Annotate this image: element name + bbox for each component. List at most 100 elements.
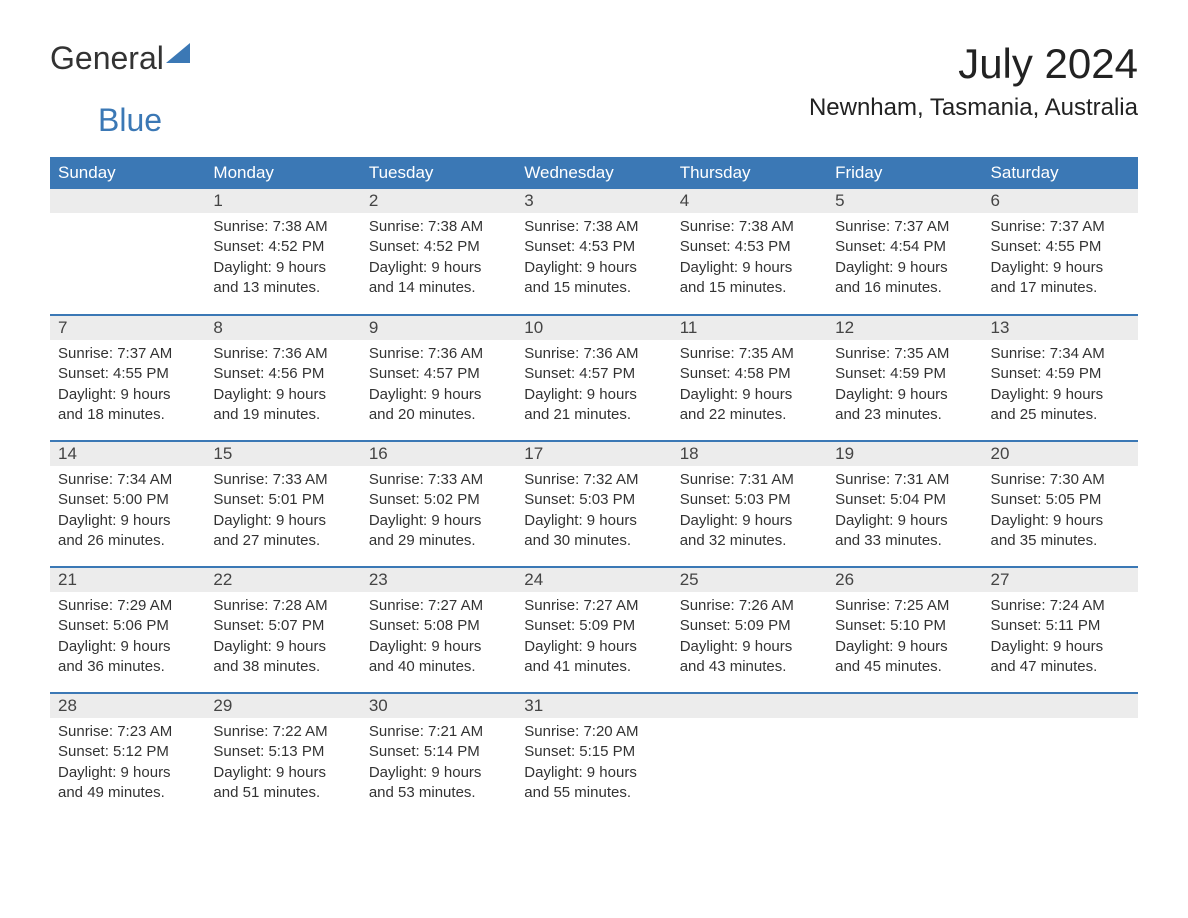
weekday-header: Wednesday bbox=[516, 157, 671, 189]
calendar-day-cell bbox=[672, 693, 827, 819]
calendar-day-cell: 5Sunrise: 7:37 AMSunset: 4:54 PMDaylight… bbox=[827, 189, 982, 315]
sunset-line: Sunset: 5:04 PM bbox=[835, 490, 974, 510]
sunset-line: Sunset: 4:55 PM bbox=[58, 364, 197, 384]
calendar-day-cell: 4Sunrise: 7:38 AMSunset: 4:53 PMDaylight… bbox=[672, 189, 827, 315]
day-number: 3 bbox=[516, 189, 671, 213]
sunrise-line: Sunrise: 7:34 AM bbox=[991, 344, 1130, 364]
day-details: Sunrise: 7:31 AMSunset: 5:04 PMDaylight:… bbox=[827, 466, 982, 559]
sunset-line: Sunset: 4:58 PM bbox=[680, 364, 819, 384]
day-details: Sunrise: 7:32 AMSunset: 5:03 PMDaylight:… bbox=[516, 466, 671, 559]
day-details: Sunrise: 7:34 AMSunset: 5:00 PMDaylight:… bbox=[50, 466, 205, 559]
logo-text-blue: Blue bbox=[98, 102, 162, 138]
sunset-line: Sunset: 4:59 PM bbox=[835, 364, 974, 384]
day-details: Sunrise: 7:36 AMSunset: 4:57 PMDaylight:… bbox=[361, 340, 516, 433]
sunrise-line: Sunrise: 7:36 AM bbox=[369, 344, 508, 364]
sunset-line: Sunset: 5:13 PM bbox=[213, 742, 352, 762]
day-number: 11 bbox=[672, 316, 827, 340]
day-number: 17 bbox=[516, 442, 671, 466]
calendar-day-cell: 26Sunrise: 7:25 AMSunset: 5:10 PMDayligh… bbox=[827, 567, 982, 693]
sunset-line: Sunset: 5:09 PM bbox=[680, 616, 819, 636]
sunset-line: Sunset: 4:54 PM bbox=[835, 237, 974, 257]
sunrise-line: Sunrise: 7:24 AM bbox=[991, 596, 1130, 616]
sunset-line: Sunset: 5:03 PM bbox=[524, 490, 663, 510]
daylight-line: Daylight: 9 hours and 51 minutes. bbox=[213, 763, 352, 804]
day-number: 10 bbox=[516, 316, 671, 340]
daylight-line: Daylight: 9 hours and 53 minutes. bbox=[369, 763, 508, 804]
calendar-week-row: 1Sunrise: 7:38 AMSunset: 4:52 PMDaylight… bbox=[50, 189, 1138, 315]
day-number: 8 bbox=[205, 316, 360, 340]
day-number-empty bbox=[827, 694, 982, 718]
calendar-day-cell: 28Sunrise: 7:23 AMSunset: 5:12 PMDayligh… bbox=[50, 693, 205, 819]
daylight-line: Daylight: 9 hours and 22 minutes. bbox=[680, 385, 819, 426]
weekday-header: Tuesday bbox=[361, 157, 516, 189]
sunset-line: Sunset: 5:14 PM bbox=[369, 742, 508, 762]
calendar-day-cell bbox=[50, 189, 205, 315]
calendar-day-cell bbox=[827, 693, 982, 819]
calendar-day-cell: 16Sunrise: 7:33 AMSunset: 5:02 PMDayligh… bbox=[361, 441, 516, 567]
sunrise-line: Sunrise: 7:25 AM bbox=[835, 596, 974, 616]
calendar-day-cell: 2Sunrise: 7:38 AMSunset: 4:52 PMDaylight… bbox=[361, 189, 516, 315]
sunrise-line: Sunrise: 7:26 AM bbox=[680, 596, 819, 616]
day-details: Sunrise: 7:26 AMSunset: 5:09 PMDaylight:… bbox=[672, 592, 827, 685]
daylight-line: Daylight: 9 hours and 45 minutes. bbox=[835, 637, 974, 678]
sunset-line: Sunset: 5:00 PM bbox=[58, 490, 197, 510]
sunrise-line: Sunrise: 7:38 AM bbox=[680, 217, 819, 237]
day-details: Sunrise: 7:33 AMSunset: 5:02 PMDaylight:… bbox=[361, 466, 516, 559]
sunrise-line: Sunrise: 7:22 AM bbox=[213, 722, 352, 742]
day-details: Sunrise: 7:38 AMSunset: 4:52 PMDaylight:… bbox=[205, 213, 360, 306]
day-details: Sunrise: 7:25 AMSunset: 5:10 PMDaylight:… bbox=[827, 592, 982, 685]
sunset-line: Sunset: 5:01 PM bbox=[213, 490, 352, 510]
daylight-line: Daylight: 9 hours and 20 minutes. bbox=[369, 385, 508, 426]
day-details: Sunrise: 7:38 AMSunset: 4:52 PMDaylight:… bbox=[361, 213, 516, 306]
sunset-line: Sunset: 5:02 PM bbox=[369, 490, 508, 510]
day-number: 18 bbox=[672, 442, 827, 466]
day-number: 20 bbox=[983, 442, 1138, 466]
day-details: Sunrise: 7:30 AMSunset: 5:05 PMDaylight:… bbox=[983, 466, 1138, 559]
daylight-line: Daylight: 9 hours and 47 minutes. bbox=[991, 637, 1130, 678]
sunrise-line: Sunrise: 7:35 AM bbox=[835, 344, 974, 364]
sunrise-line: Sunrise: 7:20 AM bbox=[524, 722, 663, 742]
daylight-line: Daylight: 9 hours and 26 minutes. bbox=[58, 511, 197, 552]
calendar-day-cell: 27Sunrise: 7:24 AMSunset: 5:11 PMDayligh… bbox=[983, 567, 1138, 693]
sunrise-line: Sunrise: 7:32 AM bbox=[524, 470, 663, 490]
day-details: Sunrise: 7:37 AMSunset: 4:54 PMDaylight:… bbox=[827, 213, 982, 306]
sunrise-line: Sunrise: 7:38 AM bbox=[524, 217, 663, 237]
daylight-line: Daylight: 9 hours and 25 minutes. bbox=[991, 385, 1130, 426]
calendar-day-cell: 24Sunrise: 7:27 AMSunset: 5:09 PMDayligh… bbox=[516, 567, 671, 693]
sunrise-line: Sunrise: 7:36 AM bbox=[524, 344, 663, 364]
day-details: Sunrise: 7:33 AMSunset: 5:01 PMDaylight:… bbox=[205, 466, 360, 559]
day-number-empty bbox=[983, 694, 1138, 718]
daylight-line: Daylight: 9 hours and 21 minutes. bbox=[524, 385, 663, 426]
day-number: 26 bbox=[827, 568, 982, 592]
day-details: Sunrise: 7:35 AMSunset: 4:58 PMDaylight:… bbox=[672, 340, 827, 433]
day-number: 12 bbox=[827, 316, 982, 340]
day-details: Sunrise: 7:34 AMSunset: 4:59 PMDaylight:… bbox=[983, 340, 1138, 433]
calendar-day-cell: 12Sunrise: 7:35 AMSunset: 4:59 PMDayligh… bbox=[827, 315, 982, 441]
calendar-day-cell: 20Sunrise: 7:30 AMSunset: 5:05 PMDayligh… bbox=[983, 441, 1138, 567]
daylight-line: Daylight: 9 hours and 19 minutes. bbox=[213, 385, 352, 426]
day-details: Sunrise: 7:38 AMSunset: 4:53 PMDaylight:… bbox=[672, 213, 827, 306]
calendar-day-cell: 21Sunrise: 7:29 AMSunset: 5:06 PMDayligh… bbox=[50, 567, 205, 693]
day-details: Sunrise: 7:27 AMSunset: 5:09 PMDaylight:… bbox=[516, 592, 671, 685]
day-number: 6 bbox=[983, 189, 1138, 213]
daylight-line: Daylight: 9 hours and 35 minutes. bbox=[991, 511, 1130, 552]
sunset-line: Sunset: 5:06 PM bbox=[58, 616, 197, 636]
sunset-line: Sunset: 5:12 PM bbox=[58, 742, 197, 762]
calendar-day-cell: 6Sunrise: 7:37 AMSunset: 4:55 PMDaylight… bbox=[983, 189, 1138, 315]
sunrise-line: Sunrise: 7:37 AM bbox=[991, 217, 1130, 237]
sunset-line: Sunset: 5:10 PM bbox=[835, 616, 974, 636]
logo-text-general: General bbox=[50, 40, 164, 77]
sunset-line: Sunset: 5:03 PM bbox=[680, 490, 819, 510]
day-number-empty bbox=[672, 694, 827, 718]
day-number: 7 bbox=[50, 316, 205, 340]
sunrise-line: Sunrise: 7:38 AM bbox=[369, 217, 508, 237]
calendar-day-cell: 9Sunrise: 7:36 AMSunset: 4:57 PMDaylight… bbox=[361, 315, 516, 441]
sunset-line: Sunset: 4:52 PM bbox=[369, 237, 508, 257]
sunset-line: Sunset: 4:56 PM bbox=[213, 364, 352, 384]
calendar-day-cell: 1Sunrise: 7:38 AMSunset: 4:52 PMDaylight… bbox=[205, 189, 360, 315]
calendar-day-cell: 13Sunrise: 7:34 AMSunset: 4:59 PMDayligh… bbox=[983, 315, 1138, 441]
calendar-day-cell: 29Sunrise: 7:22 AMSunset: 5:13 PMDayligh… bbox=[205, 693, 360, 819]
sunset-line: Sunset: 4:57 PM bbox=[369, 364, 508, 384]
daylight-line: Daylight: 9 hours and 14 minutes. bbox=[369, 258, 508, 299]
weekday-header: Sunday bbox=[50, 157, 205, 189]
